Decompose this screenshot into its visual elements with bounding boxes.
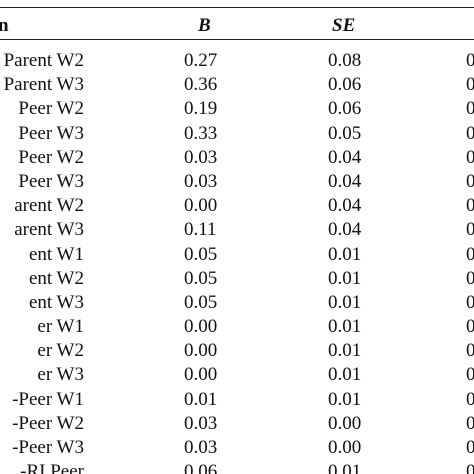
- table-row: Peer W2 0.03 0.04 0: [0, 146, 474, 170]
- row-b-cell: 0.03: [184, 146, 218, 168]
- row-last-cell: 0: [466, 461, 474, 474]
- row-se-cell: 0.01: [328, 388, 362, 410]
- row-se-cell: 0.04: [328, 146, 362, 168]
- table-row: -Peer W2 0.03 0.00 0: [0, 412, 474, 436]
- row-se-cell: 0.01: [328, 243, 362, 265]
- row-se-cell: 0.01: [328, 291, 362, 313]
- table-row: -Peer W1 0.01 0.01 0: [0, 388, 474, 412]
- table-row: Parent W3 0.36 0.06 0: [0, 73, 474, 97]
- header-b: B: [198, 15, 211, 36]
- row-last-cell: 0: [466, 50, 474, 71]
- row-b-cell: 0.00: [184, 316, 218, 338]
- row-last-cell: 0: [466, 437, 474, 458]
- table-row: arent W3 0.11 0.04 0: [0, 218, 474, 242]
- row-se-cell: 0.06: [328, 98, 362, 120]
- row-b-cell: 0.05: [184, 243, 218, 265]
- table-row: er W3 0.00 0.01 0: [0, 363, 474, 387]
- table-row: Peer W3 0.33 0.05 0: [0, 122, 474, 146]
- row-se-cell: 0.04: [328, 219, 362, 241]
- row-path-cell: er W1: [37, 316, 84, 338]
- header-rule: [0, 39, 474, 40]
- row-se-cell: 0.01: [328, 364, 362, 386]
- row-b-cell: 0.05: [184, 291, 218, 313]
- row-path-cell: -Peer W2: [12, 412, 84, 434]
- row-path-cell: Parent W2: [3, 50, 84, 71]
- row-se-cell: 0.00: [328, 412, 362, 434]
- row-path-cell: -RI Peer: [20, 461, 84, 474]
- row-last-cell: 0: [466, 122, 474, 144]
- table-body: Parent W2 0.27 0.08 0 Parent W3 0.36 0.06 0 Peer…: [0, 49, 474, 474]
- row-path-cell: -Peer W3: [12, 437, 84, 458]
- row-path-cell: Peer W3: [18, 122, 84, 144]
- row-path-cell: ent W1: [28, 243, 84, 265]
- row-b-cell: 0.03: [184, 412, 218, 434]
- row-last-cell: 0: [466, 340, 474, 362]
- row-b-cell: 0.05: [184, 267, 218, 289]
- row-b-cell: 0.01: [184, 388, 218, 410]
- row-se-cell: 0.04: [328, 195, 362, 217]
- row-path-cell: Peer W2: [18, 146, 84, 168]
- row-b-cell: 0.27: [184, 50, 218, 71]
- row-b-cell: 0.03: [184, 437, 218, 458]
- row-last-cell: 0: [466, 170, 474, 192]
- row-last-cell: 0: [466, 267, 474, 289]
- row-last-cell: 0: [466, 98, 474, 120]
- row-se-cell: 0.01: [328, 316, 362, 338]
- table-row: er W2 0.00 0.01 0: [0, 339, 474, 363]
- row-path-cell: Parent W3: [3, 74, 84, 96]
- row-last-cell: 0: [466, 74, 474, 96]
- row-b-cell: 0.00: [184, 364, 218, 386]
- row-b-cell: 0.03: [184, 170, 218, 192]
- table-row: er W1 0.00 0.01 0: [0, 315, 474, 339]
- table-row: ent W1 0.05 0.01 0: [0, 243, 474, 267]
- row-last-cell: 0: [466, 364, 474, 386]
- row-b-cell: 0.33: [184, 122, 218, 144]
- row-path-cell: ent W3: [28, 291, 84, 313]
- row-last-cell: 0: [466, 146, 474, 168]
- row-path-cell: Peer W2: [18, 98, 84, 120]
- row-se-cell: 0.06: [328, 74, 362, 96]
- row-path-cell: Peer W3: [18, 170, 84, 192]
- table-row: Peer W2 0.19 0.06 0: [0, 97, 474, 121]
- table-row: -Peer W3 0.03 0.00 0: [0, 436, 474, 460]
- row-se-cell: 0.04: [328, 170, 362, 192]
- row-b-cell: 0.00: [184, 195, 218, 217]
- row-last-cell: 0: [466, 291, 474, 313]
- row-b-cell: 0.06: [184, 461, 218, 474]
- row-last-cell: 0: [466, 219, 474, 241]
- table-row: ent W2 0.05 0.01 0: [0, 267, 474, 291]
- row-se-cell: 0.00: [328, 437, 362, 458]
- row-se-cell: 0.01: [328, 461, 362, 474]
- table-header: n B SE: [0, 15, 474, 39]
- row-last-cell: 0: [466, 412, 474, 434]
- row-se-cell: 0.05: [328, 122, 362, 144]
- row-path-cell: arent W3: [14, 219, 84, 241]
- row-path-cell: arent W2: [14, 195, 84, 217]
- table-row: ent W3 0.05 0.01 0: [0, 291, 474, 315]
- row-last-cell: 0: [466, 388, 474, 410]
- row-se-cell: 0.08: [328, 50, 362, 71]
- table-row: -RI Peer 0.06 0.01 0: [0, 460, 474, 474]
- row-path-cell: er W3: [37, 364, 84, 386]
- header-path: n: [0, 15, 9, 36]
- row-se-cell: 0.01: [328, 267, 362, 289]
- top-rule: [0, 7, 474, 8]
- row-b-cell: 0.00: [184, 340, 218, 362]
- row-last-cell: 0: [466, 316, 474, 338]
- row-b-cell: 0.36: [184, 74, 218, 96]
- table-row: Parent W2 0.27 0.08 0: [0, 49, 474, 73]
- row-b-cell: 0.11: [184, 219, 217, 241]
- row-b-cell: 0.19: [184, 98, 218, 120]
- table-row: Peer W3 0.03 0.04 0: [0, 170, 474, 194]
- header-se: SE: [332, 15, 356, 36]
- row-path-cell: -Peer W1: [12, 388, 84, 410]
- row-last-cell: 0: [466, 243, 474, 265]
- row-path-cell: ent W2: [28, 267, 84, 289]
- row-last-cell: 0: [466, 195, 474, 217]
- row-path-cell: er W2: [37, 340, 84, 362]
- row-se-cell: 0.01: [328, 340, 362, 362]
- table-row: arent W2 0.00 0.04 0: [0, 194, 474, 218]
